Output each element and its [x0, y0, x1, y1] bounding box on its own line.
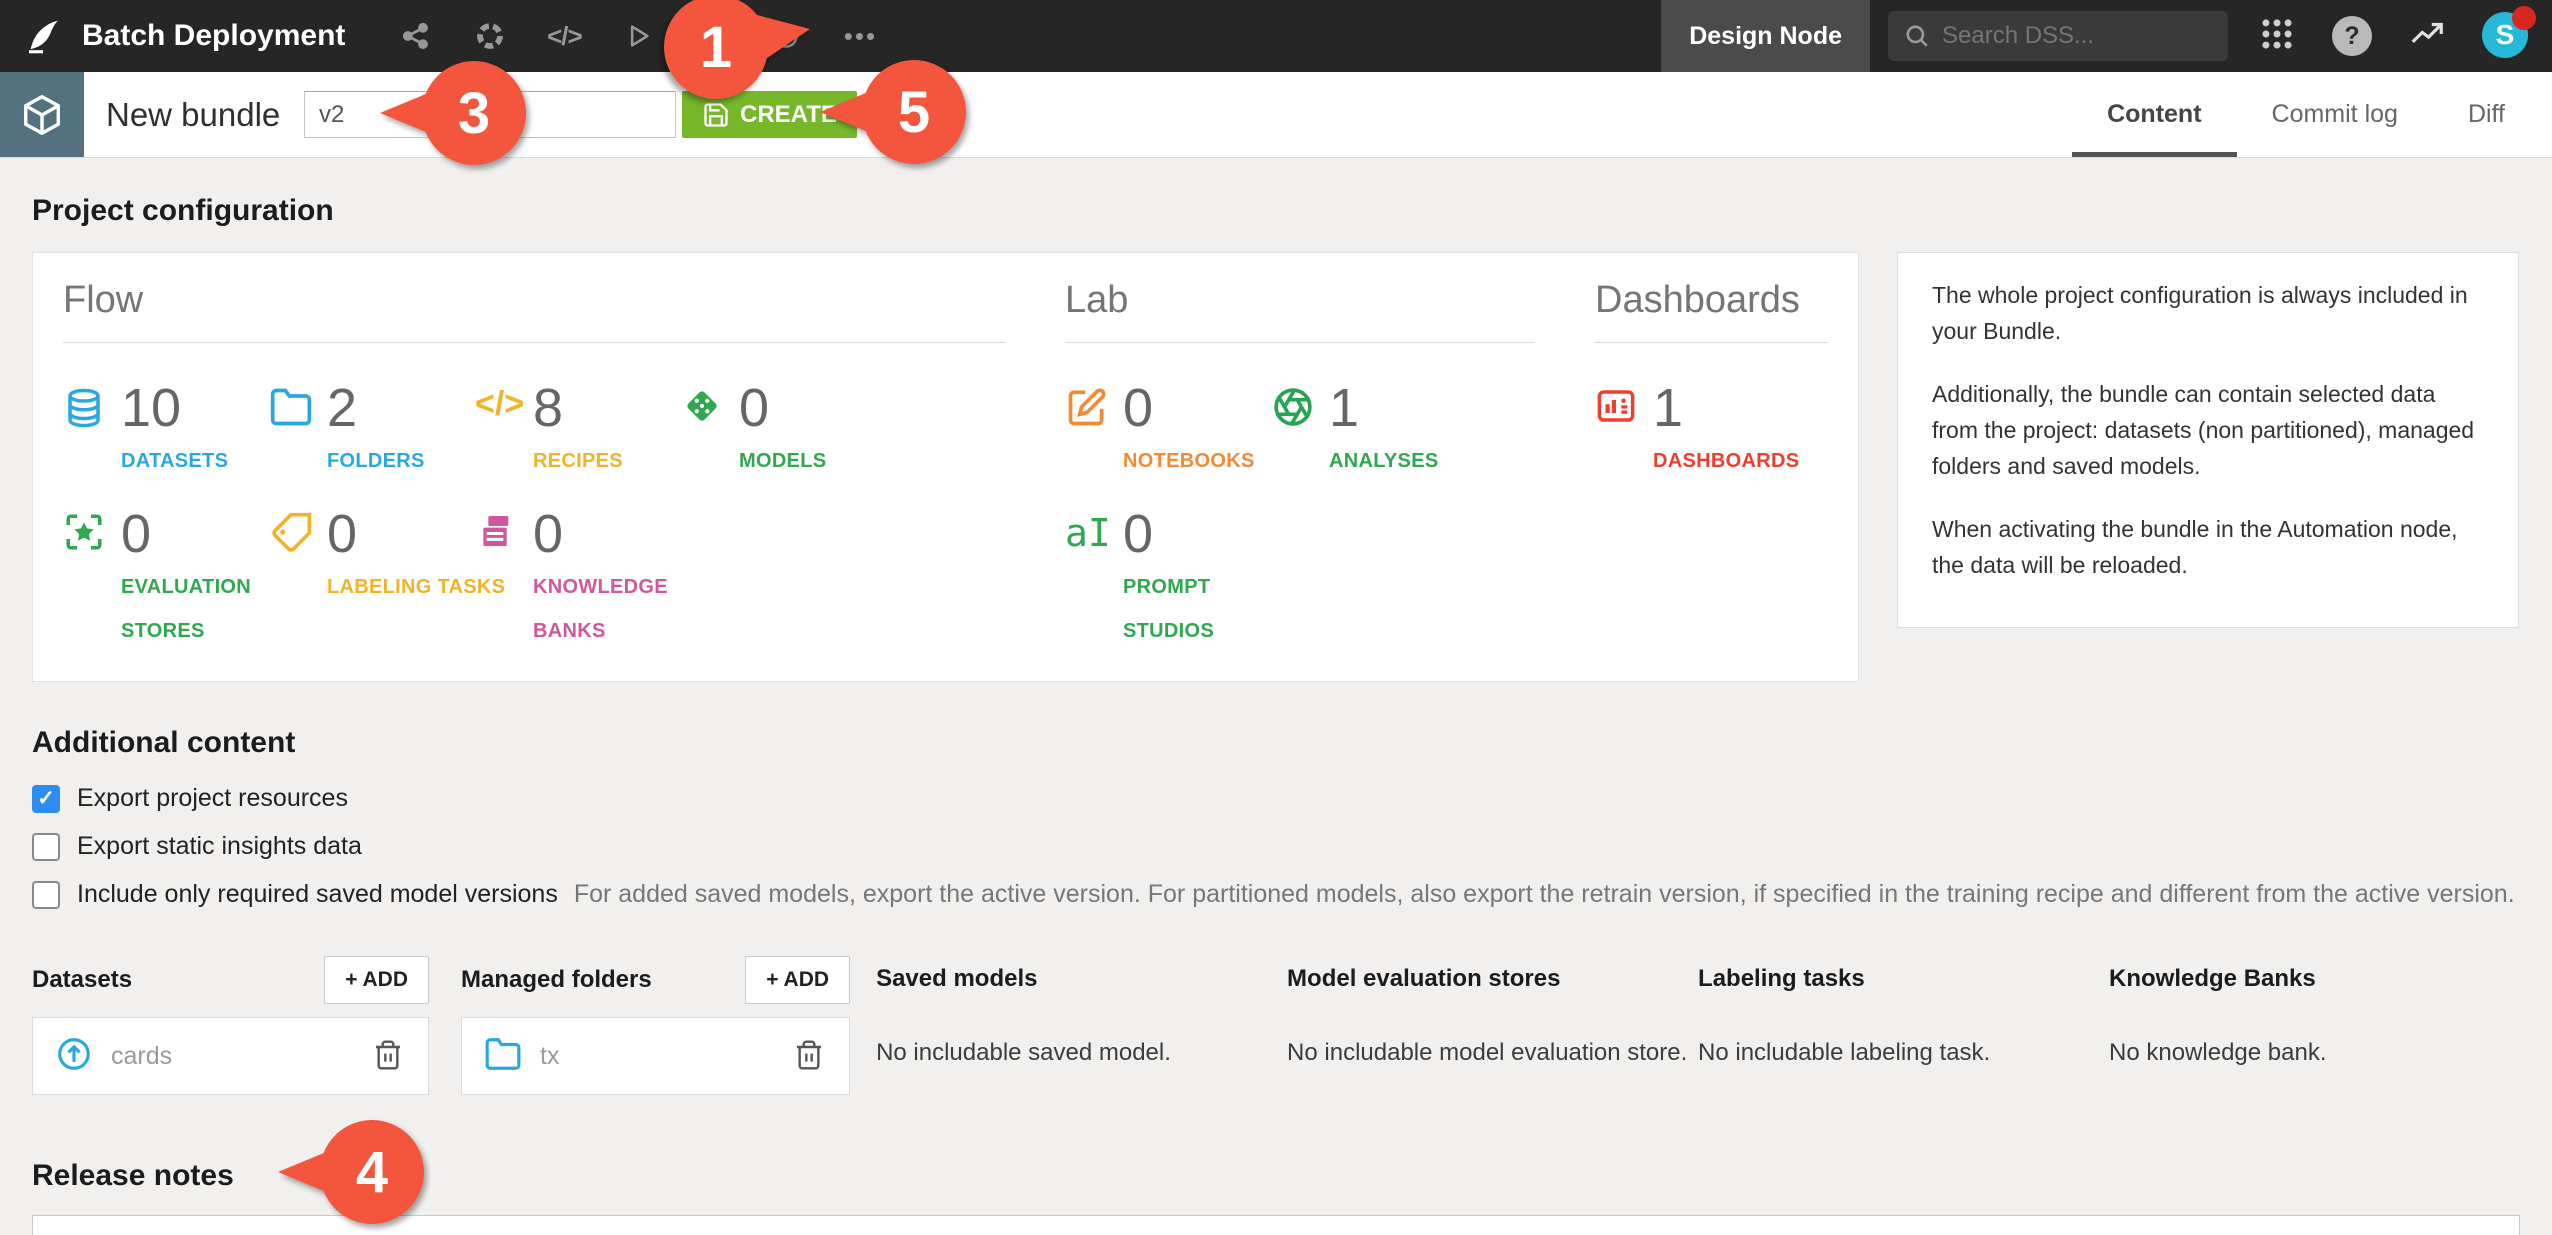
search-icon: [1906, 25, 1928, 47]
tab-commit-log[interactable]: Commit log: [2271, 100, 2398, 128]
stat-prompt-studios: aI 0 PROMPT STUDIOS: [1065, 504, 1214, 642]
create-button[interactable]: CREATE: [682, 91, 857, 138]
trend-arrow-icon[interactable]: [2408, 15, 2446, 58]
stat-evaluation-stores: 0 EVALUATION STORES: [63, 507, 269, 641]
remove-dataset-trash-icon[interactable]: [372, 1038, 406, 1074]
project-title: Batch Deployment: [82, 19, 346, 52]
play-icon[interactable]: [623, 21, 653, 51]
user-avatar[interactable]: S: [2482, 6, 2536, 60]
saved-models-section: Saved models No includable saved model.: [876, 965, 1171, 1066]
section-release-notes: Release notes: [32, 1159, 234, 1192]
uploaded-dataset-icon: [55, 1035, 93, 1078]
lab-column: Lab 0 NOTEBOOKS 1: [1035, 279, 1565, 641]
more-options-icon[interactable]: •••: [843, 20, 878, 51]
lab-title: Lab: [1065, 279, 1129, 321]
stat-dashboards: 1 DASHBOARDS: [1595, 381, 1801, 471]
remove-folder-trash-icon[interactable]: [793, 1038, 827, 1074]
stat-datasets: 10 DATASETS: [63, 381, 269, 471]
checkbox-row-saved-model-versions: Include only required saved model versio…: [32, 880, 2520, 909]
checkbox-helper-text: For added saved models, export the activ…: [573, 880, 2515, 908]
dashboard-icon: [1595, 381, 1653, 471]
bundle-info-panel: The whole project configuration is alway…: [1897, 252, 2519, 629]
model-diamond-icon: [681, 381, 739, 471]
dataset-item-name: cards: [111, 1041, 173, 1070]
datasets-section: Datasets + ADD cards: [32, 955, 430, 1095]
labeling-tag-icon: [269, 507, 327, 641]
dataiku-logo[interactable]: [20, 13, 66, 59]
recipe-code-icon: </>: [475, 385, 525, 423]
top-navbar: Batch Deployment </> ••• Design Node ?: [0, 0, 2552, 72]
dashboards-column: Dashboards 1 DASHBOARDS: [1565, 279, 1858, 641]
checkbox-row-static-insights: Export static insights data: [32, 832, 2520, 861]
stat-analyses: 1 ANALYSES: [1271, 381, 1477, 471]
include-required-model-versions-checkbox[interactable]: [32, 880, 60, 909]
bundle-tabs: Content Commit log Diff: [2072, 72, 2552, 157]
export-static-insights-checkbox[interactable]: [32, 832, 60, 861]
datasets-title: Datasets: [32, 966, 133, 993]
stat-folders: 2 FOLDERS: [269, 381, 475, 471]
knowledge-banks-section: Knowledge Banks No knowledge bank.: [2109, 965, 2327, 1066]
managed-folders-title: Managed folders: [461, 966, 652, 993]
layers-icon[interactable]: [697, 21, 727, 51]
add-dataset-button[interactable]: + ADD: [324, 956, 430, 1004]
labeling-tasks-section: Labeling tasks No includable labeling ta…: [1698, 965, 1991, 1066]
tab-content[interactable]: Content: [2072, 72, 2236, 157]
notebook-icon: [1065, 381, 1123, 471]
stat-notebooks: 0 NOTEBOOKS: [1065, 381, 1271, 471]
bundle-cube-icon: [0, 72, 84, 157]
flow-title: Flow: [63, 279, 144, 321]
managed-folder-item-name: tx: [540, 1041, 560, 1070]
add-managed-folder-button[interactable]: + ADD: [745, 956, 851, 1004]
clock-icon[interactable]: [771, 21, 801, 51]
ring-icon[interactable]: [475, 21, 505, 51]
share-icon[interactable]: [401, 21, 431, 51]
stat-models: 0 MODELS: [681, 381, 887, 471]
analysis-aperture-icon: [1271, 381, 1329, 471]
help-icon[interactable]: ?: [2332, 16, 2372, 56]
model-evaluation-stores-section: Model evaluation stores No includable mo…: [1287, 965, 1688, 1066]
managed-folder-icon: [484, 1035, 522, 1078]
apps-grid-icon[interactable]: [2258, 15, 2296, 58]
section-additional-content: Additional content: [32, 726, 296, 759]
stat-knowledge-banks: 0 KNOWLEDGE BANKS: [475, 507, 681, 641]
evaluation-store-icon: [63, 507, 121, 641]
notification-dot: [2512, 6, 2536, 30]
bundle-name-input[interactable]: [304, 91, 676, 138]
knowledge-bank-icon: [475, 507, 533, 641]
export-project-resources-checkbox[interactable]: ✓: [32, 784, 60, 813]
dataset-icon: [63, 381, 121, 471]
search-input[interactable]: [1942, 22, 2192, 50]
checkbox-row-export-resources: ✓ Export project resources: [32, 784, 2520, 813]
bundle-header-bar: New bundle CREATE Content Commit log Dif…: [0, 72, 2552, 158]
global-search[interactable]: [1888, 11, 2228, 61]
prompt-studio-icon: aI: [1065, 511, 1111, 555]
folder-icon: [269, 381, 327, 471]
project-nav-icons: </> •••: [401, 21, 875, 51]
dashboards-title: Dashboards: [1595, 279, 1800, 321]
stat-labeling-tasks: 0 LABELING TASKS: [269, 507, 505, 641]
datasets-list: cards: [32, 1017, 430, 1095]
release-notes-textarea[interactable]: Fixed data quality rule: [32, 1215, 2520, 1235]
design-node-badge[interactable]: Design Node: [1661, 0, 1870, 72]
managed-folders-list: tx: [461, 1017, 851, 1095]
flow-column: Flow 10 DATASETS 2: [33, 279, 1035, 641]
save-icon: [704, 102, 728, 127]
code-icon[interactable]: </>: [547, 20, 583, 51]
managed-folders-section: Managed folders + ADD tx: [461, 955, 851, 1095]
section-project-configuration: Project configuration: [32, 194, 334, 227]
project-configuration-card: Flow 10 DATASETS 2: [32, 252, 1859, 682]
tab-diff[interactable]: Diff: [2467, 100, 2505, 128]
page-title: New bundle: [106, 95, 281, 133]
stat-recipes: </> 8 RECIPES: [475, 378, 623, 472]
